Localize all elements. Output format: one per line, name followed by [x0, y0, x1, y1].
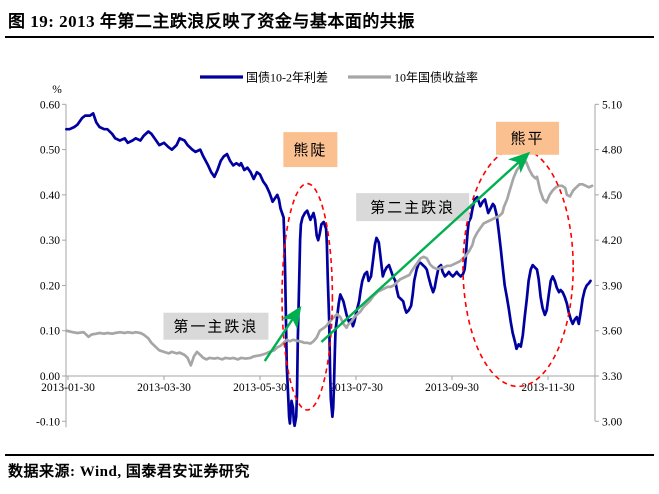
right-tick-label: 4.50: [602, 190, 622, 202]
left-tick-label: 0.40: [40, 190, 60, 202]
legend-label: 10年国债收益率: [394, 70, 478, 85]
x-tick-label: 2013-03-30: [137, 382, 191, 394]
svg-text:第一主跌浪: 第一主跌浪: [173, 318, 258, 336]
figure-source: 数据来源: Wind, 国泰君安证券研究: [8, 464, 250, 480]
left-tick-label: -0.10: [36, 416, 60, 428]
left-tick-label: 0.20: [40, 280, 60, 292]
right-tick-label: 5.10: [602, 99, 622, 111]
annotation-box-bear-steepen: 熊陡: [283, 132, 338, 168]
annotation-box-bear-flatten: 熊平: [496, 121, 560, 155]
right-tick-label: 4.80: [602, 145, 622, 157]
right-tick-label: 4.20: [602, 235, 622, 247]
yield-series-line: [65, 160, 594, 367]
left-tick-label: 0.10: [40, 326, 60, 338]
legend: 国债10-2年利差 10年国债收益率: [200, 70, 478, 85]
left-tick-label: 0.50: [40, 145, 60, 157]
x-tick-label: 2013-09-30: [425, 382, 479, 394]
right-tick-label: 3.30: [602, 371, 622, 383]
annotation-arrow-second-wave: [320, 151, 531, 343]
annotation-arrow-first-wave: [263, 305, 302, 362]
x-tick-label: 2013-01-30: [41, 382, 95, 394]
annotation-box-second-wave: 第二主跌浪: [356, 193, 470, 222]
left-tick-label: 0.60: [40, 99, 60, 111]
svg-text:第二主跌浪: 第二主跌浪: [370, 199, 455, 217]
x-tick-label: 2013-05-30: [233, 382, 287, 394]
spread-series-line: [65, 112, 592, 428]
legend-label: 国债10-2年利差: [246, 71, 328, 85]
left-tick-label: 0.30: [40, 235, 60, 247]
svg-text:熊陡: 熊陡: [293, 142, 327, 159]
left-axis-unit: %: [52, 84, 62, 96]
source-rule: [5, 454, 654, 456]
figure-title: 图 19: 2013 年第二主跌浪反映了资金与基本面的共振: [8, 12, 415, 31]
x-tick-label: 2013-07-30: [329, 382, 383, 394]
right-tick-label: 3.90: [602, 280, 622, 292]
annotation-box-first-wave: 第一主跌浪: [163, 312, 269, 340]
axis-labels: % 0.60 0.50 0.40 0.30 0.20 0.10 0.00 -0.10 5.10 4.…: [36, 84, 622, 428]
right-tick-label: 3.00: [602, 416, 622, 428]
x-tick-label: 2013-11-30: [521, 382, 574, 394]
svg-text:熊平: 熊平: [511, 131, 545, 148]
left-tick-label: 0.00: [40, 371, 60, 383]
annotation-ellipse-nov-crash: [462, 147, 574, 388]
chart: % 0.60 0.50 0.40 0.30 0.20 0.10 0.00 -0.10 5.10 4.…: [36, 70, 622, 429]
right-tick-label: 3.60: [602, 326, 622, 338]
annotation-ellipse-june-crash: [281, 182, 334, 411]
title-rule: [5, 36, 654, 38]
